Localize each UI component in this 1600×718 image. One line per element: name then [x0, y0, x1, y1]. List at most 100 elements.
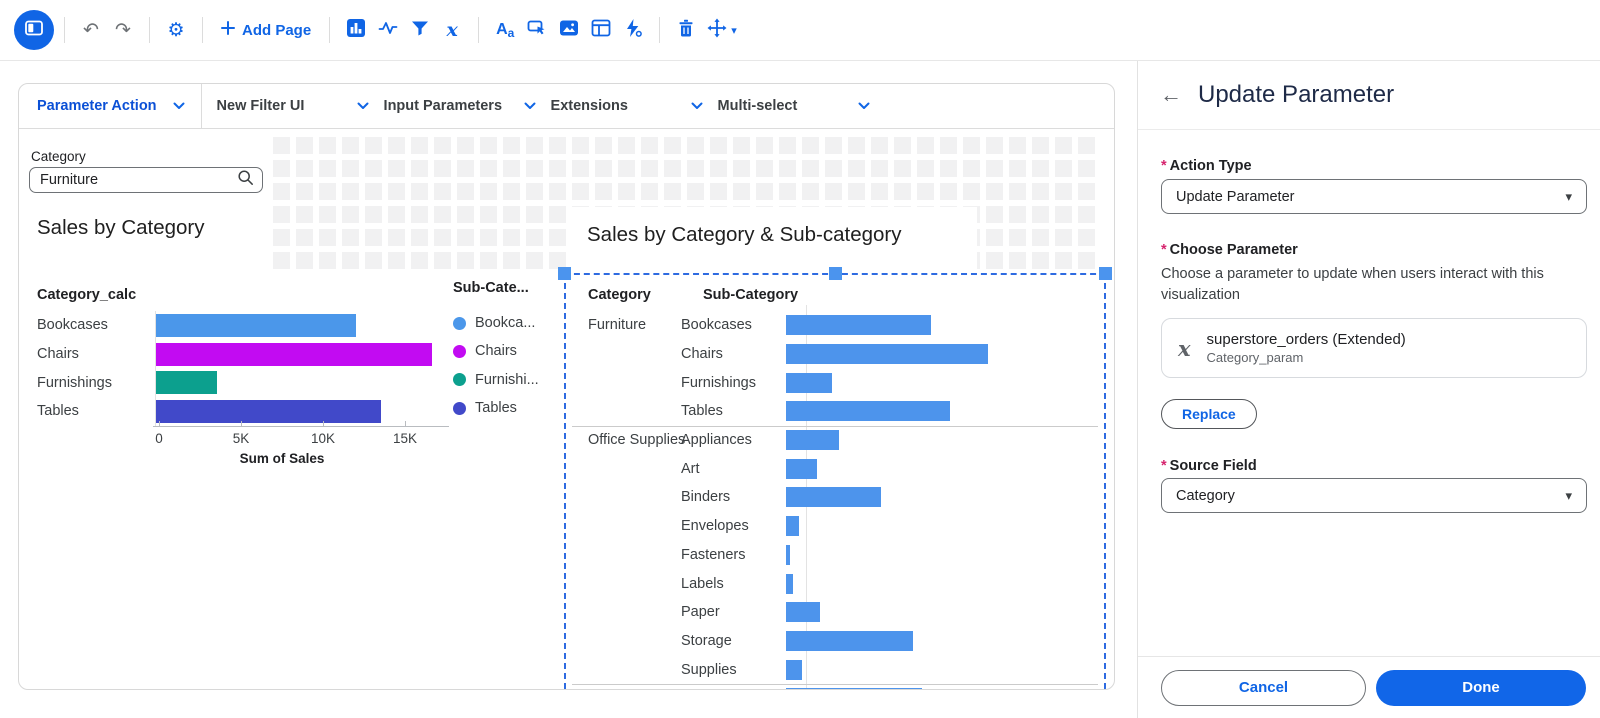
canvas-grid-cell: [526, 206, 543, 223]
chart1-bar-furnishings[interactable]: [156, 371, 217, 395]
canvas-grid-cell: [503, 206, 520, 223]
canvas-grid-cell: [296, 160, 313, 177]
chart2-bar[interactable]: [786, 430, 839, 451]
chart2-bar[interactable]: [786, 516, 799, 537]
canvas-grid-cell: [503, 183, 520, 200]
chart1-bar-row: Bookcases: [37, 311, 457, 340]
page-tab-bar: Parameter Action New Filter UI Input Param…: [19, 84, 1114, 129]
canvas-grid-cell: [986, 229, 1003, 246]
settings-button[interactable]: ⚙: [160, 13, 192, 47]
category-filter-control: [29, 167, 263, 193]
insert-filter-button[interactable]: [404, 13, 436, 47]
legend-item[interactable]: Chairs: [453, 337, 539, 365]
canvas-grid-cell: [526, 252, 543, 269]
chart2-subcategory-cell: Envelopes: [681, 518, 749, 535]
page-tab-multi-select[interactable]: Multi-select: [718, 84, 870, 128]
legend-label: Bookca...: [475, 315, 536, 332]
chart2-selected-visualization[interactable]: Category Sub-Category Furniture Bookcases…: [558, 267, 1112, 689]
chart2-bar[interactable]: [786, 401, 950, 422]
cancel-button[interactable]: Cancel: [1161, 669, 1366, 706]
insert-control-button[interactable]: [521, 13, 553, 47]
chart1-bar-tables[interactable]: [156, 399, 381, 423]
legend-item[interactable]: Furnishi...: [453, 366, 539, 394]
move-button[interactable]: ▾: [702, 13, 742, 47]
canvas-grid-cell: [388, 160, 405, 177]
chart1-bar-bookcases[interactable]: [156, 313, 356, 337]
actions-button[interactable]: [617, 13, 649, 47]
chevron-down-icon: ▾: [1565, 487, 1572, 503]
selection-handle-top-center[interactable]: [829, 267, 842, 280]
chart2-bar[interactable]: [786, 458, 817, 479]
page-tab-extensions[interactable]: Extensions: [551, 84, 703, 128]
toolbar-divider: [64, 17, 65, 43]
canvas-grid-cell: [779, 137, 796, 154]
chart1-legend: Sub-Cate... Bookca... Chairs Furnishi... Ta…: [453, 280, 539, 422]
chart1-title: Sales by Category: [37, 216, 205, 239]
canvas-grid-cell: [1032, 160, 1049, 177]
done-button[interactable]: Done: [1376, 669, 1586, 706]
delete-button[interactable]: [670, 13, 702, 47]
chart2-bar[interactable]: [786, 659, 802, 680]
canvas-grid-cell: [1078, 229, 1095, 246]
legend-label: Furnishi...: [475, 371, 539, 388]
chart2-bar[interactable]: [786, 372, 832, 393]
canvas-grid-cell: [825, 183, 842, 200]
chart2-bar[interactable]: [786, 544, 790, 565]
page-tab-input-parameters[interactable]: Input Parameters: [384, 84, 536, 128]
back-arrow-icon[interactable]: ←: [1160, 82, 1182, 107]
chart1-category-label: Tables: [37, 403, 79, 420]
legend-item[interactable]: Tables: [453, 394, 539, 422]
insert-layout-button[interactable]: [585, 13, 617, 47]
legend-dot-icon: [453, 373, 466, 387]
chart1-bar-chairs[interactable]: [156, 342, 432, 366]
page-tab-parameter-action[interactable]: Parameter Action: [19, 84, 202, 128]
chart1-tick-label: 0: [155, 431, 163, 446]
source-field-value: Category: [1176, 487, 1235, 504]
insert-chart-button[interactable]: [340, 13, 372, 47]
chart2-bar[interactable]: [786, 688, 922, 689]
selection-handle-top-right[interactable]: [1099, 267, 1112, 280]
legend-dot-icon: [453, 401, 466, 415]
undo-button[interactable]: ↶: [75, 13, 107, 47]
chart1-bar-row: Tables: [37, 397, 457, 426]
insert-image-button[interactable]: [553, 13, 585, 47]
canvas-grid-cell: [503, 137, 520, 154]
action-type-select[interactable]: Update Parameter ▾: [1161, 179, 1587, 214]
canvas-grid-cell: [825, 160, 842, 177]
chart2-bar[interactable]: [786, 630, 913, 651]
sidebar-toggle-button[interactable]: [14, 10, 54, 50]
chart2-bar[interactable]: [786, 315, 931, 336]
chart2-bar[interactable]: [786, 573, 793, 594]
insert-text-button[interactable]: Aa: [489, 13, 521, 47]
page-tab-new-filter-ui[interactable]: New Filter UI: [217, 84, 369, 128]
search-icon[interactable]: [237, 169, 254, 191]
chart2-bar[interactable]: [786, 487, 881, 508]
chart1-x-axis-label: Sum of Sales: [239, 451, 325, 466]
canvas-grid-cell: [802, 137, 819, 154]
chart2-rows: Furniture Bookcases Chairs Furnishings Table…: [566, 311, 1104, 689]
add-page-button[interactable]: Add Page: [213, 21, 319, 39]
canvas-grid-cell: [917, 160, 934, 177]
canvas-grid-cell: [319, 252, 336, 269]
canvas-grid-cell: [549, 183, 566, 200]
canvas-grid-cell: [549, 252, 566, 269]
canvas-grid-cell: [733, 183, 750, 200]
redo-button[interactable]: ↷: [107, 13, 139, 47]
insert-sparkline-button[interactable]: [372, 13, 404, 47]
canvas-grid-cell: [434, 252, 451, 269]
replace-button[interactable]: Replace: [1161, 399, 1257, 429]
insert-formula-button[interactable]: x: [436, 13, 468, 47]
chevron-down-icon: ▾: [1565, 188, 1572, 204]
legend-item[interactable]: Bookca...: [453, 309, 539, 337]
category-filter-input[interactable]: [40, 172, 237, 188]
selection-handle-top-left[interactable]: [558, 267, 571, 280]
toolbar-divider: [149, 17, 150, 43]
chart1-tick-mark: [405, 421, 406, 426]
canvas-grid-cell: [1009, 183, 1026, 200]
source-field-select[interactable]: Category ▾: [1161, 478, 1587, 513]
chart2-bar[interactable]: [786, 602, 820, 623]
canvas-grid-cell: [480, 137, 497, 154]
canvas-grid-cell: [411, 252, 428, 269]
canvas-grid-cell: [457, 160, 474, 177]
chart2-bar[interactable]: [786, 344, 988, 365]
